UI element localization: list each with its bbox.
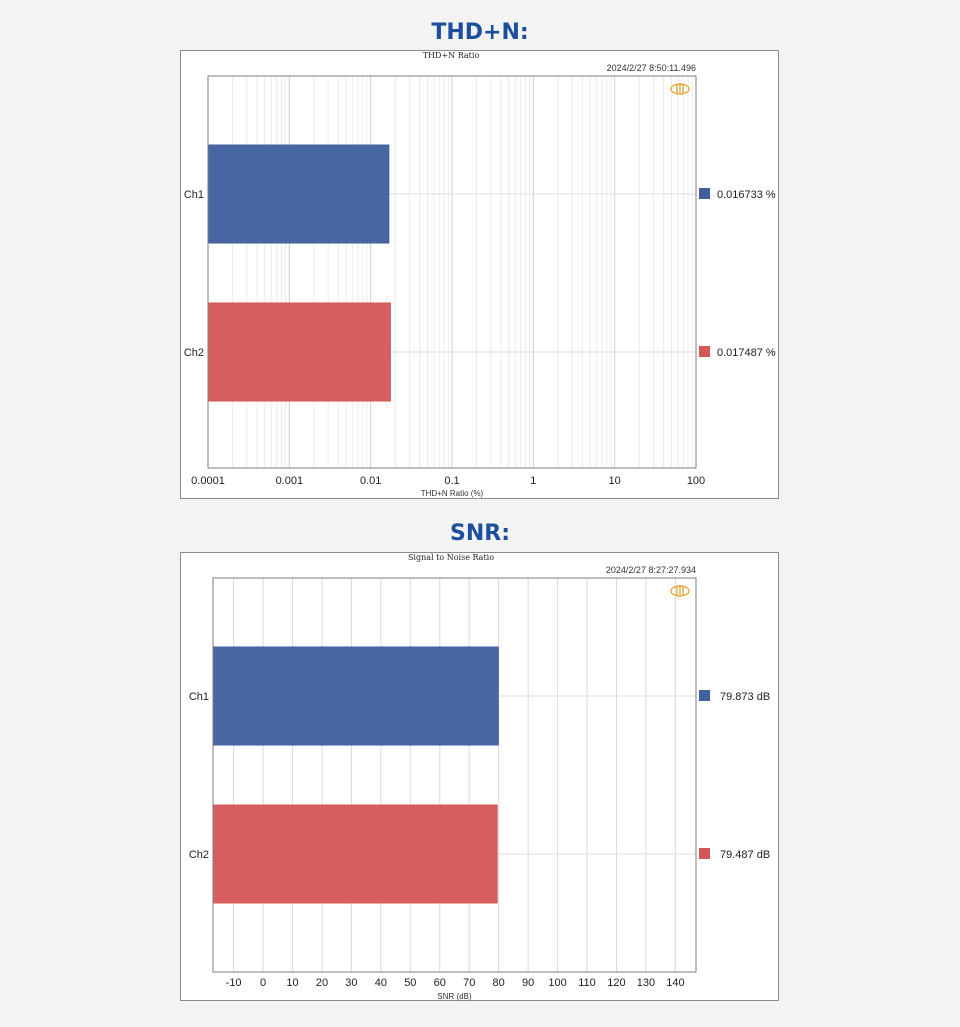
x-tick-label: 0.01 xyxy=(360,475,381,487)
thdn-chart: THD+N Ratio 2024/2/27 8:50:11.496 Ch1 Ch2 0.… xyxy=(184,51,776,498)
legend-swatch xyxy=(699,690,710,701)
bar-ch1 xyxy=(212,646,499,746)
snr-chart-panel: Signal to Noise Ratio 2024/2/27 8:27:27.9… xyxy=(180,552,779,1001)
category-label: Ch2 xyxy=(184,347,204,359)
x-axis-label: THD+N Ratio (%) xyxy=(421,489,484,498)
bar-ch1 xyxy=(207,144,390,244)
x-tick-label: 90 xyxy=(522,977,534,989)
x-tick-label: 130 xyxy=(637,977,655,989)
category-label: Ch1 xyxy=(189,691,209,703)
x-tick-label: 70 xyxy=(463,977,475,989)
timestamp: 2024/2/27 8:27:27.934 xyxy=(606,565,696,575)
value-label: 0.016733 % xyxy=(717,189,776,201)
x-tick-label: 10 xyxy=(609,475,621,487)
x-tick-label: 0.1 xyxy=(444,475,459,487)
x-axis-label: SNR (dB) xyxy=(437,992,472,1001)
audio-precision-logo-icon xyxy=(670,83,690,95)
snr-section-title: SNR: xyxy=(450,521,510,546)
x-tick-label: 0.001 xyxy=(276,475,304,487)
x-tick-label: 0.0001 xyxy=(191,475,225,487)
audio-precision-logo-icon xyxy=(670,585,690,597)
x-tick-label: 1 xyxy=(530,475,536,487)
x-tick-label: 110 xyxy=(578,977,596,989)
value-label: 79.487 dB xyxy=(720,849,770,861)
value-label: 0.017487 % xyxy=(717,347,776,359)
timestamp: 2024/2/27 8:50:11.496 xyxy=(607,63,696,73)
value-label: 79.873 dB xyxy=(720,691,770,703)
x-tick-label: 40 xyxy=(375,977,387,989)
x-tick-label: 100 xyxy=(687,475,705,487)
snr-chart: Signal to Noise Ratio 2024/2/27 8:27:27.9… xyxy=(189,553,770,1001)
plot-frame xyxy=(212,577,697,973)
x-tick-label: 10 xyxy=(286,977,298,989)
legend-swatch xyxy=(699,346,710,357)
category-label: Ch2 xyxy=(189,849,209,861)
category-label: Ch1 xyxy=(184,189,204,201)
x-tick-label: 120 xyxy=(607,977,625,989)
x-tick-label: 50 xyxy=(404,977,416,989)
x-tick-label: 100 xyxy=(548,977,566,989)
x-tick-label: -10 xyxy=(226,977,242,989)
plot-frame xyxy=(207,75,697,469)
x-tick-label: 30 xyxy=(345,977,357,989)
x-tick-label: 20 xyxy=(316,977,328,989)
legend-swatch xyxy=(699,188,710,199)
thdn-section-title: THD+N: xyxy=(431,20,529,45)
x-tick-label: 80 xyxy=(493,977,505,989)
x-tick-label: 0 xyxy=(260,977,266,989)
x-tick-label: 60 xyxy=(434,977,446,989)
x-tick-label: 140 xyxy=(666,977,684,989)
bar-ch2 xyxy=(212,804,498,904)
chart-title: THD+N Ratio xyxy=(423,51,480,60)
thdn-chart-panel: THD+N Ratio 2024/2/27 8:50:11.496 Ch1 Ch2 0.… xyxy=(180,50,779,499)
bar-ch2 xyxy=(207,302,391,402)
chart-title: Signal to Noise Ratio xyxy=(408,553,494,562)
legend-swatch xyxy=(699,848,710,859)
